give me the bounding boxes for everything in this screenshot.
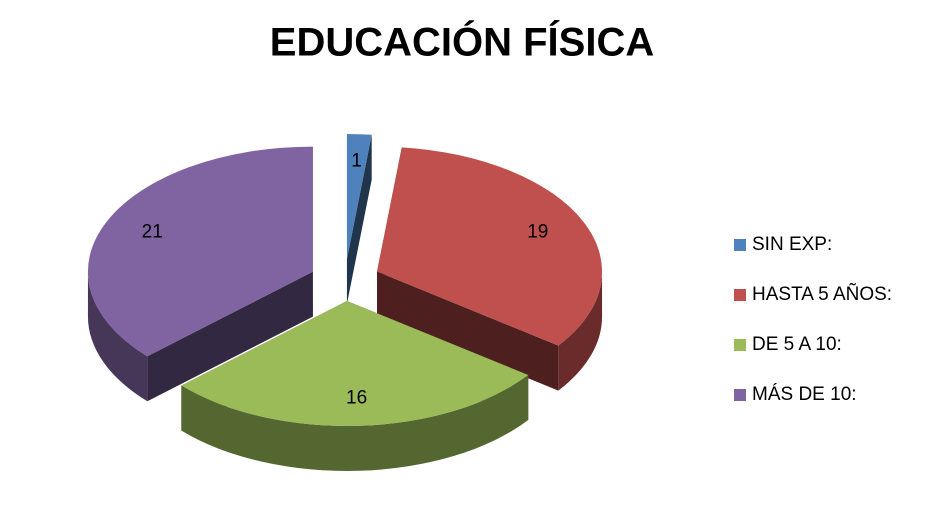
slice <box>87 146 313 357</box>
slice <box>346 134 372 260</box>
legend-swatch <box>734 289 746 301</box>
slice-side <box>181 374 529 471</box>
legend-label: HASTA 5 AÑOS: <box>752 283 892 305</box>
slice-wall <box>147 271 313 402</box>
legend-swatch <box>734 239 746 251</box>
slice-side <box>558 271 603 391</box>
slice <box>377 147 603 346</box>
chart-title: EDUCACIÓN FÍSICA <box>270 19 654 65</box>
legend-label: SIN EXP: <box>752 234 832 255</box>
data-label: 1 <box>351 151 362 172</box>
data-label: 16 <box>346 387 367 408</box>
legend-label: DE 5 A 10: <box>752 334 842 355</box>
slice-wall <box>377 271 559 391</box>
data-label: 21 <box>142 221 163 242</box>
slice <box>181 300 529 426</box>
legend-swatch <box>734 339 746 351</box>
legend-label: MÁS DE 10: <box>752 384 857 405</box>
slice-wall <box>346 134 372 305</box>
data-label: 19 <box>527 221 548 242</box>
slice-side <box>87 271 148 402</box>
legend-swatch <box>734 389 746 401</box>
